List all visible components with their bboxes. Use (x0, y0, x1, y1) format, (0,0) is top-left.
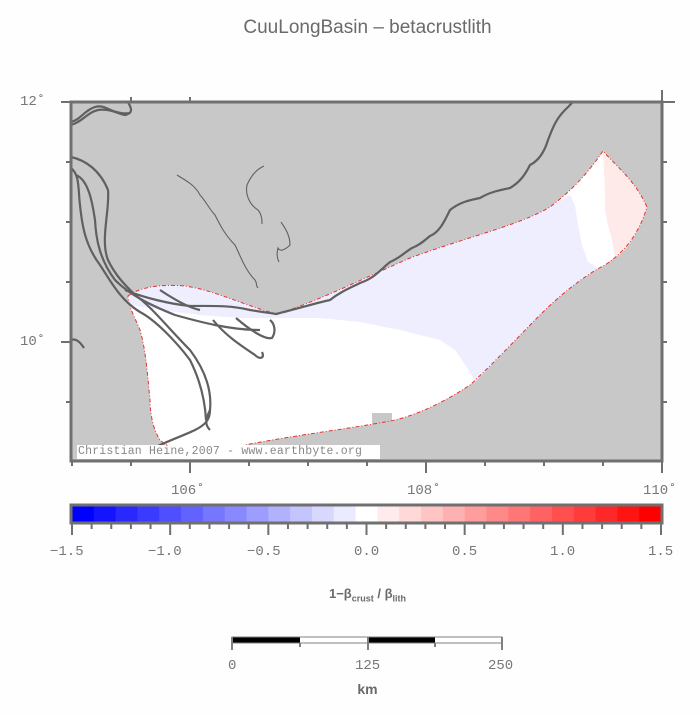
basin-pink-zone (603, 151, 647, 258)
rivers (176, 165, 291, 289)
credit-text: Christian Heine,2007 - www.earthbyte.org (78, 445, 363, 458)
colorbar-tick-label: 1.0 (550, 544, 576, 560)
map-title: CuuLongBasin – betacrustlith (243, 17, 492, 38)
lat-label-12: 12˚ (20, 94, 46, 110)
coastlines (70, 101, 574, 448)
scale-unit: km (357, 681, 378, 697)
colorbar-label: 1−βcrust / βlith (328, 586, 407, 604)
lat-ticks (61, 101, 675, 403)
colorbar-tick-label: −1.5 (50, 544, 84, 560)
colorbar (72, 506, 662, 522)
colorbar-tick-label: 1.5 (648, 544, 674, 560)
lat-label-10: 10˚ (20, 334, 46, 350)
scale-label-125: 125 (355, 658, 381, 674)
colorbar-tick-label: 0.5 (452, 544, 478, 560)
lon-ticks (71, 90, 663, 473)
scale-bar (231, 636, 503, 650)
colorbar-tick-label: −1.0 (148, 544, 182, 560)
lon-label-108: 108˚ (407, 483, 441, 499)
colorbar-ticks (71, 523, 662, 535)
scale-label-0: 0 (228, 658, 237, 674)
colorbar-tick-label: 0.0 (354, 544, 380, 560)
lon-label-110: 110˚ (643, 483, 677, 499)
lon-label-106: 106˚ (171, 483, 205, 499)
scale-label-250: 250 (488, 658, 514, 674)
basin-lavender-zone (128, 195, 598, 382)
colorbar-tick-label: −0.5 (247, 544, 281, 560)
